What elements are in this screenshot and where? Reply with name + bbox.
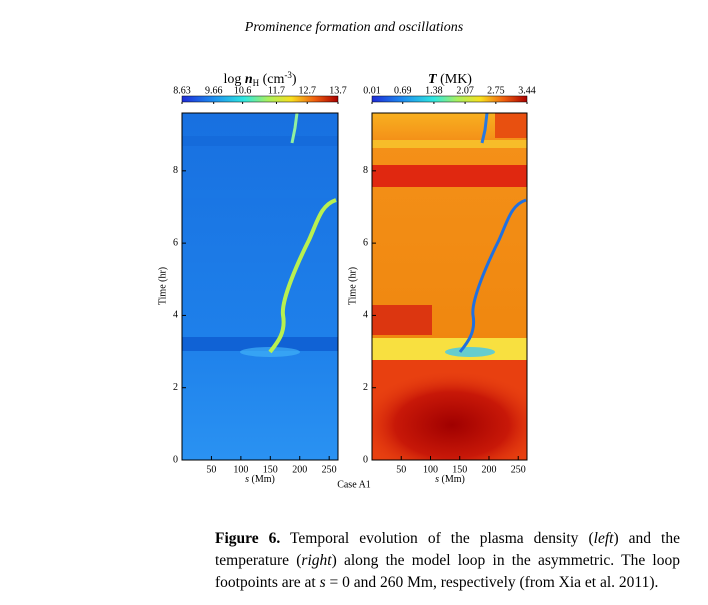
title-part: H bbox=[253, 78, 260, 88]
colorbar-tick-label: 2.07 bbox=[456, 85, 474, 96]
colorbar-tick-label: 11.7 bbox=[268, 85, 285, 96]
temperature-map bbox=[372, 113, 527, 460]
density-map bbox=[182, 113, 338, 460]
x-tick-label: 250 bbox=[511, 464, 526, 475]
title-part: log bbox=[223, 72, 244, 87]
y-tick-label: 2 bbox=[363, 382, 368, 393]
caption-part: left bbox=[593, 530, 614, 547]
title-part: (MK) bbox=[437, 72, 473, 87]
x-tick-label: 100 bbox=[423, 464, 438, 475]
title-part: T bbox=[428, 72, 438, 87]
caption-part: ) along the model loop in the asymmetric… bbox=[215, 552, 680, 591]
y-axis-label: Time (hr) bbox=[157, 267, 168, 305]
y-tick-label: 4 bbox=[173, 310, 178, 321]
x-tick-label: 200 bbox=[292, 464, 307, 475]
y-tick-label: 2 bbox=[173, 382, 178, 393]
y-tick-label: 8 bbox=[173, 165, 178, 176]
frame bbox=[371, 112, 528, 461]
label-part: s bbox=[245, 474, 249, 485]
colorbar bbox=[181, 95, 339, 103]
running-title: Prominence formation and oscillations bbox=[244, 20, 464, 35]
colorbar-tick-label: 1.38 bbox=[425, 85, 443, 96]
title-part: n bbox=[245, 72, 253, 87]
x-axis-label: s (Mm) bbox=[245, 474, 275, 485]
y-tick-label: 0 bbox=[173, 454, 178, 465]
title-part: ) bbox=[292, 72, 297, 87]
colorbar-tick-label: 13.7 bbox=[329, 85, 347, 96]
colorbar-tick-label: 0.69 bbox=[394, 85, 412, 96]
label-part: (Mm) bbox=[249, 474, 275, 485]
colorbar-tick-label: 8.63 bbox=[173, 85, 191, 96]
caption-part: ) and the temperature ( bbox=[215, 530, 680, 569]
x-tick-label: 200 bbox=[481, 464, 496, 475]
x-tick-label: 150 bbox=[452, 464, 467, 475]
colorbar-tick-label: 9.66 bbox=[205, 85, 223, 96]
x-tick-label: 250 bbox=[322, 464, 337, 475]
caption: Figure 6. Temporal evolution of the plas… bbox=[215, 528, 680, 594]
y-tick-label: 6 bbox=[363, 237, 368, 248]
caption-part: Figure 6. bbox=[215, 530, 281, 547]
case-label: Case A1 bbox=[337, 479, 371, 490]
panel-title: T (MK) bbox=[428, 72, 472, 87]
x-tick-label: 150 bbox=[263, 464, 278, 475]
colorbar-tick-label: 12.7 bbox=[298, 85, 316, 96]
panel-title: log nH (cm-3) bbox=[223, 70, 296, 88]
y-tick-label: 6 bbox=[173, 237, 178, 248]
x-tick-label: 100 bbox=[233, 464, 248, 475]
title-part: -3 bbox=[284, 70, 292, 80]
colorbar bbox=[371, 95, 528, 103]
y-tick-label: 0 bbox=[363, 454, 368, 465]
caption-part: s bbox=[319, 574, 326, 591]
y-tick-label: 8 bbox=[363, 165, 368, 176]
y-axis-label: Time (hr) bbox=[347, 267, 358, 305]
y-tick-label: 4 bbox=[363, 310, 368, 321]
caption-part: right bbox=[301, 552, 332, 569]
caption-part: Temporal evolution of the plasma density… bbox=[280, 530, 594, 547]
colorbar-tick-label: 0.01 bbox=[363, 85, 381, 96]
title-part: (cm bbox=[259, 72, 284, 87]
colorbar-tick-label: 3.44 bbox=[518, 85, 536, 96]
frame bbox=[181, 112, 339, 461]
label-part: (Mm) bbox=[439, 474, 465, 485]
colorbar-tick-label: 2.75 bbox=[487, 85, 505, 96]
x-tick-label: 50 bbox=[206, 464, 216, 475]
caption-part: = 0 and 260 Mm, respectively (from Xia e… bbox=[325, 574, 659, 591]
x-tick-label: 50 bbox=[396, 464, 406, 475]
label-part: s bbox=[435, 474, 439, 485]
x-axis-label: s (Mm) bbox=[435, 474, 465, 485]
colorbar-tick-label: 10.6 bbox=[234, 85, 252, 96]
